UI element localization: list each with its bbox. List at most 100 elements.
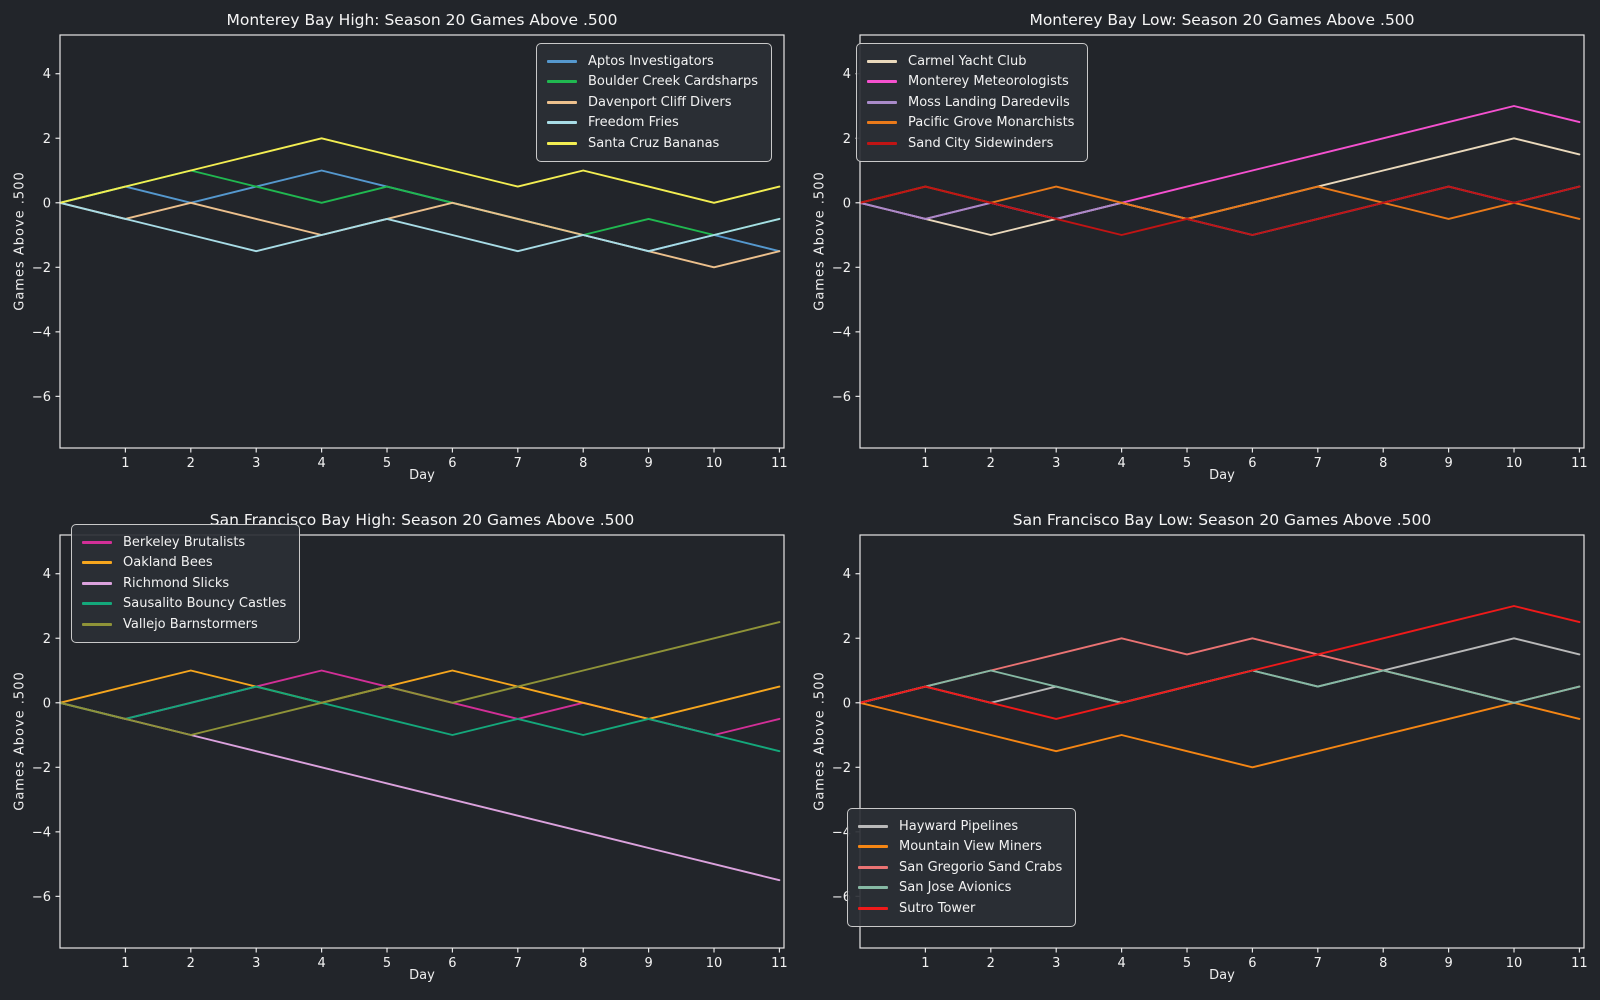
y-tick-label: −2 <box>32 261 51 276</box>
x-tick-label: 3 <box>1052 956 1060 971</box>
x-tick-label: 8 <box>579 456 587 471</box>
x-tick-label: 8 <box>1379 456 1387 471</box>
legend-swatch <box>867 59 897 63</box>
y-tick-label: 0 <box>843 196 851 211</box>
x-tick-label: 6 <box>1248 956 1256 971</box>
legend-item-label: Sutro Tower <box>899 900 976 916</box>
chart-title: San Francisco Bay Low: Season 20 Games A… <box>1012 511 1432 529</box>
x-tick-label: 10 <box>706 956 723 971</box>
x-tick-label: 3 <box>252 956 260 971</box>
legend-swatch <box>858 824 888 828</box>
legend-swatch <box>546 80 577 84</box>
legend: Carmel Yacht Club Monterey Meteorologists… <box>856 43 1089 162</box>
legend-item: Sutro Tower <box>858 898 1062 919</box>
legend-swatch <box>82 602 112 606</box>
legend-swatch <box>82 561 112 565</box>
y-tick-label: −6 <box>832 390 851 405</box>
y-tick-label: 0 <box>43 696 51 711</box>
legend-item: Moss Landing Daredevils <box>867 92 1074 113</box>
series-line-davenport-cliff-divers <box>59 201 781 269</box>
plot-area: 1 2 3 4 5 6 7 8 9 10 11 4 2 0 −2 −4 −6 <box>32 534 788 971</box>
x-tick-label: 8 <box>579 956 587 971</box>
legend-item: Oakland Bees <box>82 553 286 574</box>
legend-swatch <box>858 845 888 849</box>
legend-item: San Jose Avionics <box>858 878 1062 899</box>
y-tick-label: 4 <box>843 67 851 82</box>
chart-title: San Francisco Bay High: Season 20 Games … <box>209 511 635 529</box>
y-tick-label: −2 <box>832 261 851 276</box>
y-tick-label: −2 <box>32 761 51 776</box>
y-tick-label: 4 <box>43 67 51 82</box>
x-tick-label: 8 <box>1379 956 1387 971</box>
legend-swatch <box>82 622 112 626</box>
legend-item-label: Hayward Pipelines <box>899 818 1019 834</box>
x-tick-label: 1 <box>921 456 929 471</box>
series-line-sausalito-bouncy-castles <box>59 685 781 753</box>
y-tick-label: 4 <box>843 567 851 582</box>
legend-item-label: Freedom Fries <box>587 115 679 131</box>
x-tick-label: 11 <box>771 956 788 971</box>
x-tick-label: 5 <box>1183 956 1191 971</box>
series-line-vallejo-barnstormers <box>59 621 781 736</box>
legend-swatch <box>546 59 577 63</box>
y-tick-label: 2 <box>43 632 51 647</box>
y-tick-label: 2 <box>843 132 851 147</box>
legend-item-label: Davenport Cliff Divers <box>587 94 732 110</box>
legend-item-label: Mountain View Miners <box>899 839 1042 855</box>
x-tick-label: 9 <box>644 456 652 471</box>
series-line-sand-city-sidewinders <box>859 185 1581 236</box>
x-axis-label: Day <box>409 968 435 983</box>
x-tick-label: 1 <box>121 956 129 971</box>
x-tick-label: 7 <box>1314 456 1322 471</box>
legend-item-label: Richmond Slicks <box>123 575 230 591</box>
x-tick-label: 1 <box>121 456 129 471</box>
legend-item-label: Berkeley Brutalists <box>123 534 246 550</box>
x-tick-label: 4 <box>1117 456 1125 471</box>
legend-swatch <box>546 100 577 104</box>
x-tick-label: 6 <box>448 456 456 471</box>
legend-swatch <box>858 865 888 869</box>
x-tick-label: 4 <box>317 956 325 971</box>
y-tick-label: 4 <box>43 567 51 582</box>
legend-item: Vallejo Barnstormers <box>82 614 286 635</box>
legend-swatch <box>82 540 112 544</box>
y-tick-label: −6 <box>832 890 851 905</box>
x-tick-label: 1 <box>921 956 929 971</box>
legend-swatch <box>867 121 897 125</box>
legend-item-label: Aptos Investigators <box>587 53 714 69</box>
y-axis-label: Games Above .500 <box>12 171 28 311</box>
series-line-mountain-view-miners <box>859 701 1581 769</box>
legend-swatch <box>82 581 112 585</box>
subplot-san-francisco-bay-high: San Francisco Bay High: Season 20 Games … <box>0 500 800 1000</box>
x-tick-label: 2 <box>187 956 195 971</box>
x-tick-label: 9 <box>644 956 652 971</box>
x-tick-label: 7 <box>514 456 522 471</box>
legend-item: Mountain View Miners <box>858 837 1062 858</box>
y-tick-label: −6 <box>32 390 51 405</box>
x-tick-label: 4 <box>317 456 325 471</box>
x-tick-label: 3 <box>1052 456 1060 471</box>
x-tick-label: 11 <box>771 456 788 471</box>
x-axis-label: Day <box>409 468 435 483</box>
series-line-oakland-bees <box>59 669 781 720</box>
y-tick-label: −4 <box>32 825 51 840</box>
x-tick-label: 7 <box>1314 956 1322 971</box>
legend-item: Hayward Pipelines <box>858 816 1062 837</box>
series-line-boulder-creek-cardsharps <box>59 169 781 236</box>
legend-item: San Gregorio Sand Crabs <box>858 857 1062 878</box>
x-tick-label: 7 <box>514 956 522 971</box>
legend-item-label: Vallejo Barnstormers <box>123 616 258 632</box>
x-tick-label: 11 <box>1571 956 1588 971</box>
series-line-santa-cruz-bananas <box>59 137 781 204</box>
y-tick-label: 0 <box>843 696 851 711</box>
x-tick-label: 6 <box>1248 456 1256 471</box>
x-axis-label: Day <box>1209 468 1235 483</box>
chart-title: Monterey Bay High: Season 20 Games Above… <box>226 11 618 29</box>
y-tick-label: −6 <box>32 890 51 905</box>
y-tick-label: 0 <box>43 196 51 211</box>
series-line-sutro-tower <box>859 605 1581 720</box>
x-tick-label: 11 <box>1571 456 1588 471</box>
legend-swatch <box>858 906 888 910</box>
legend-item-label: Monterey Meteorologists <box>908 74 1069 90</box>
